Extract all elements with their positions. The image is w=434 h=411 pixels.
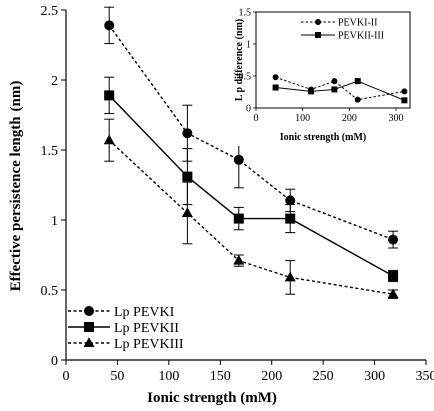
inset-data-point	[401, 88, 408, 95]
inset-x-tick-label: 200	[342, 113, 357, 124]
legend-swatch-marker	[83, 337, 95, 347]
inset-legend-swatch-marker	[315, 19, 321, 25]
inset-data-point	[272, 84, 279, 91]
legend-label: Lp PEVKI	[114, 305, 175, 320]
x-tick-label: 350	[416, 369, 434, 384]
data-point	[387, 288, 399, 299]
data-point	[388, 234, 399, 245]
inset-data-point	[331, 78, 338, 85]
series-square	[104, 76, 399, 283]
y-axis-title-main: Effective persistence length	[8, 116, 24, 292]
inset-x-tick-label: 0	[254, 113, 259, 124]
main-series-group	[103, 6, 399, 299]
data-point	[104, 20, 115, 31]
inset-x-tick-label: 100	[295, 113, 310, 124]
inset-legend-entry: PEVKI-II	[301, 18, 377, 29]
legend-entry: Lp PEVKIII	[68, 337, 184, 352]
series-line	[108, 24, 394, 241]
inset-panel	[232, 6, 422, 146]
y-tick-label: 1	[51, 214, 58, 229]
y-tick-label: 0.5	[41, 284, 59, 299]
y-tick-label: 1.5	[41, 144, 59, 159]
inset-legend-entry: PEVKII-III	[301, 31, 384, 42]
data-point	[285, 195, 296, 206]
x-tick-label: 100	[158, 369, 179, 384]
data-point	[182, 171, 193, 182]
y-axis-title: Effective persistence length (nm)	[8, 81, 24, 292]
data-point	[181, 207, 193, 217]
x-axis-title: Ionic strength (mM)	[147, 390, 277, 406]
inset-data-point	[401, 97, 408, 104]
inset-legend-label: PEVKII-III	[338, 31, 384, 42]
inset-x-tick-label: 300	[389, 113, 404, 124]
data-point	[388, 271, 399, 281]
data-point	[285, 213, 296, 224]
legend-label: Lp PEVKII	[114, 321, 179, 336]
inset-frame	[255, 11, 411, 109]
y-axis-title-unit: (nm)	[8, 81, 24, 112]
series-triangle	[103, 118, 399, 299]
legend-entry: Lp PEVKI	[68, 305, 175, 320]
inset-series-circle	[272, 74, 408, 103]
y-tick-label: 2	[51, 74, 58, 89]
inset-data-point	[354, 96, 361, 103]
inset-y-axis-title: L p difference (nm)	[234, 19, 245, 101]
inset-y-tick-label: 0.5	[239, 72, 252, 83]
data-point	[104, 90, 115, 101]
inset-legend: PEVKI-II PEVKII-III	[301, 18, 384, 42]
inset-legend-label: PEVKI-II	[338, 18, 377, 29]
inset-data-point	[272, 74, 279, 81]
inset-y-tick-label: 0	[246, 104, 251, 115]
data-point	[182, 128, 193, 139]
inset-legend-swatch-marker	[315, 32, 321, 38]
x-tick-label: 300	[364, 369, 385, 384]
x-tick-label: 250	[313, 369, 334, 384]
inset-axes: 0 100 200 300 0 0.5 1 1.5	[239, 8, 411, 124]
inset-series-group	[272, 74, 408, 104]
legend-swatch-marker	[84, 306, 94, 316]
legend-swatch-marker	[84, 322, 94, 332]
data-point	[233, 254, 245, 265]
x-tick-label: 0	[63, 369, 70, 384]
data-point	[284, 271, 296, 282]
data-point	[233, 213, 244, 224]
inset-y-tick-label: 1.5	[239, 8, 252, 19]
inset-y-tick-label: 1	[246, 40, 251, 51]
legend-entry: Lp PEVKII	[68, 321, 179, 336]
inset-data-point	[331, 86, 338, 93]
x-tick-label: 50	[110, 369, 124, 384]
x-tick-label: 200	[261, 369, 282, 384]
inset-data-point	[308, 88, 315, 95]
x-tick-label: 150	[210, 369, 231, 384]
y-tick-label: 2.5	[41, 4, 59, 19]
inset-series-square	[272, 78, 408, 104]
series-circle	[104, 6, 399, 249]
inset-data-point	[354, 78, 361, 85]
series-line	[108, 139, 394, 295]
data-point	[103, 134, 115, 145]
inset-x-axis-title: Ionic strength (mM)	[280, 132, 366, 143]
inset-background	[232, 6, 422, 146]
data-point	[233, 154, 244, 165]
y-tick-label: 0	[51, 354, 58, 369]
inset-series-line	[275, 76, 405, 101]
legend-label: Lp PEVKIII	[114, 337, 184, 352]
